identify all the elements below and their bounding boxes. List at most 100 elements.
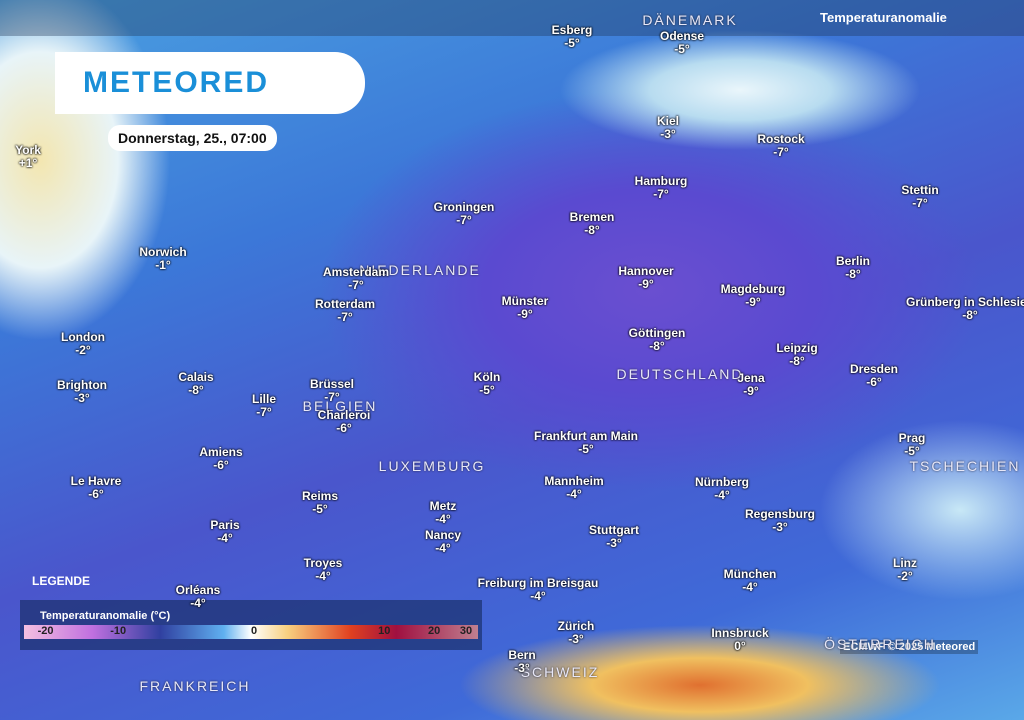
city-value: -4° — [530, 589, 546, 603]
city-label: Berlin -8° — [836, 255, 870, 281]
city-name: Innsbruck — [711, 626, 769, 640]
city-label: Jena -9° — [737, 372, 764, 398]
city-name: Nürnberg — [695, 475, 749, 489]
city-name: Berlin — [835, 254, 871, 268]
city-label: Nürnberg -4° — [695, 476, 749, 502]
logo[interactable]: METEORED — [55, 52, 365, 114]
city-label: Reims -5° — [302, 490, 338, 516]
city-value: -3° — [606, 536, 622, 550]
city-label: Leipzig -8° — [776, 342, 817, 368]
city-label: Paris -4° — [210, 519, 239, 545]
city-label: Orléans -4° — [176, 584, 221, 610]
city-name: Charleroi — [317, 408, 371, 422]
city-value: -5° — [479, 383, 495, 397]
top-bar — [0, 0, 1024, 36]
city-value: -4° — [217, 531, 233, 545]
city-value: -8° — [584, 223, 600, 237]
city-name: Amsterdam — [322, 265, 390, 279]
city-label: Norwich -1° — [139, 246, 186, 272]
city-value: -4° — [315, 569, 331, 583]
country-label: ÖSTERREICH — [824, 636, 936, 652]
city-name: Jena — [737, 371, 765, 385]
city-value: -5° — [312, 502, 328, 516]
city-value: -7° — [348, 278, 364, 292]
city-label: Odense -5° — [660, 30, 704, 56]
city-value: -9° — [517, 307, 533, 321]
city-name: Kiel — [656, 114, 680, 128]
city-label: München -4° — [724, 568, 777, 594]
city-label: Prag -5° — [899, 432, 926, 458]
city-label: Amiens -6° — [199, 446, 242, 472]
city-label: Zürich -3° — [558, 620, 595, 646]
city-label: York +1° — [15, 144, 41, 170]
city-name: Norwich — [139, 245, 187, 259]
city-name: Reims — [301, 489, 339, 503]
city-label: Köln -5° — [474, 371, 501, 397]
city-label: Metz -4° — [430, 500, 457, 526]
legend-tick: 30 — [459, 625, 473, 637]
city-value: -5° — [564, 36, 580, 50]
city-label: Münster -9° — [502, 295, 549, 321]
legend-bar: -20 -10 0 10 20 30 — [24, 625, 478, 639]
city-name: Odense — [659, 29, 705, 43]
city-label: Charleroi -6° — [318, 409, 371, 435]
legend-tick: 0 — [251, 625, 258, 637]
city-value: -7° — [256, 405, 272, 419]
city-name: Nancy — [424, 528, 462, 542]
legend-title: Temperaturanomalie (°C) — [40, 610, 171, 622]
city-label: Stettin -7° — [901, 184, 938, 210]
city-value: -8° — [845, 267, 861, 281]
city-name: Troyes — [303, 556, 343, 570]
city-value: -7° — [324, 390, 340, 404]
city-label: Regensburg -3° — [745, 508, 815, 534]
city-label: Kiel -3° — [657, 115, 679, 141]
city-value: -4° — [566, 487, 582, 501]
country-label: BELGIEN — [302, 398, 378, 414]
city-name: Grünberg in Schlesien — [905, 295, 1024, 309]
legend-tick: 20 — [428, 625, 441, 637]
city-value: -9° — [638, 277, 654, 291]
city-name: Prag — [898, 431, 926, 445]
city-name: Brighton — [57, 378, 107, 392]
layer-name[interactable]: Temperaturanomalie — [820, 10, 947, 25]
city-name: Groningen — [433, 200, 495, 214]
city-value: -4° — [435, 541, 451, 555]
city-label: Amsterdam -7° — [323, 266, 389, 292]
city-value: -4° — [742, 580, 758, 594]
city-name: Esberg — [551, 23, 593, 37]
country-label: LUXEMBURG — [378, 458, 486, 474]
country-label: NIEDERLANDE — [359, 262, 481, 278]
city-name: Le Havre — [70, 474, 122, 488]
city-value: +1° — [18, 156, 38, 170]
city-label: Rotterdam -7° — [315, 298, 375, 324]
credit: ECMWF © 2025 Meteored — [840, 640, 979, 654]
city-name: Köln — [473, 370, 501, 384]
country-label: SCHWEIZ — [520, 664, 600, 680]
country-label: DEUTSCHLAND — [616, 366, 744, 382]
city-name: Linz — [893, 556, 917, 570]
city-value: -7° — [456, 213, 472, 227]
city-name: Rotterdam — [314, 297, 376, 311]
legend: LEGENDE Temperaturanomalie (°C) -20 -10 0 1… — [20, 574, 482, 650]
legend-label[interactable]: LEGENDE — [32, 574, 91, 588]
city-label: Bremen -8° — [570, 211, 615, 237]
city-value: -3° — [772, 520, 788, 534]
city-name: Regensburg — [744, 507, 816, 521]
city-value: -3° — [568, 632, 584, 646]
city-name: Frankfurt am Main — [533, 429, 639, 443]
city-value: -1° — [155, 258, 171, 272]
city-label: Esberg -5° — [552, 24, 593, 50]
city-value: -6° — [88, 487, 104, 501]
city-value: -5° — [674, 42, 690, 56]
city-label: Dresden -6° — [850, 363, 898, 389]
city-label: Grünberg in Schlesien -8° — [906, 296, 1024, 322]
city-label: Bern -3° — [508, 649, 535, 675]
country-label: DÄNEMARK — [642, 12, 738, 28]
city-value: -3° — [514, 661, 530, 675]
city-name: Hamburg — [634, 174, 688, 188]
city-label: Lille -7° — [252, 393, 276, 419]
city-value: -5° — [904, 444, 920, 458]
city-value: -7° — [773, 145, 789, 159]
city-label: Magdeburg -9° — [721, 283, 786, 309]
city-name: Metz — [429, 499, 457, 513]
